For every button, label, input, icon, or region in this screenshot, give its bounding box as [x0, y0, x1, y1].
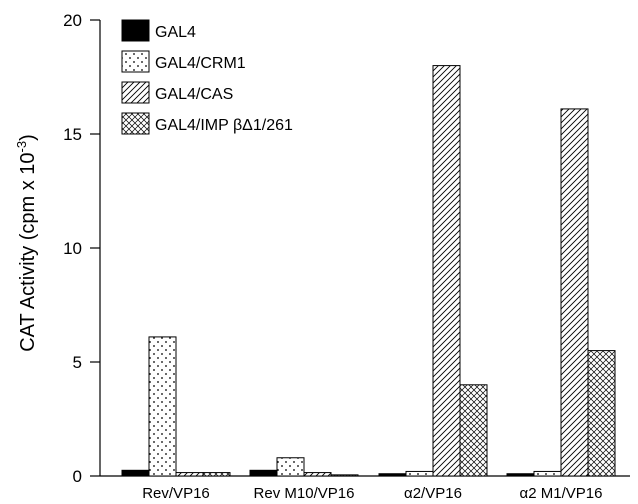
- x-tick-label: α2 M1/VP16: [520, 485, 603, 502]
- bar: [202, 472, 231, 477]
- legend-swatch: [121, 19, 150, 42]
- bar: [560, 108, 589, 477]
- y-tick-label: 20: [63, 11, 82, 30]
- bar: [249, 469, 278, 477]
- bar: [533, 470, 562, 477]
- legend-swatch: [121, 50, 150, 73]
- legend-swatch: [121, 112, 150, 135]
- legend-swatch: [121, 81, 150, 104]
- bar: [276, 457, 305, 477]
- bar: [459, 384, 488, 477]
- bar: [405, 470, 434, 477]
- y-axis-label: CAT Activity (cpm x 10-3): [14, 134, 39, 352]
- bar: [378, 473, 407, 477]
- x-tick-label: Rev/VP16: [142, 485, 210, 502]
- y-axis-label-main: CAT Activity (cpm x 10: [17, 152, 39, 351]
- y-axis-label-close: ): [17, 134, 39, 141]
- y-tick-label: 5: [73, 353, 82, 372]
- y-tick-label: 15: [63, 125, 82, 144]
- legend-label: GAL4/CAS: [155, 86, 233, 103]
- bar: [175, 472, 204, 477]
- bar: [506, 473, 535, 477]
- legend-label: GAL4: [155, 24, 196, 41]
- bar: [432, 65, 461, 477]
- bar: [121, 469, 150, 477]
- bar: [587, 350, 616, 477]
- legend: GAL4 GAL4/CRM1 GAL4/CAS GAL4/IMP βΔ1/261: [121, 19, 293, 135]
- bar: [303, 472, 332, 477]
- legend-label: GAL4/CRM1: [155, 55, 246, 72]
- legend-label: GAL4/IMP βΔ1/261: [155, 117, 293, 134]
- bars: Rev/VP16 Rev M10/VP16 α2/VP16 α2 M1/VP16: [121, 65, 616, 502]
- y-tick-label: 10: [63, 239, 82, 258]
- x-tick-label: Rev M10/VP16: [254, 485, 355, 502]
- bar: [148, 336, 177, 477]
- y-tick-label: 0: [73, 467, 82, 486]
- bar: [330, 474, 359, 477]
- x-tick-label: α2/VP16: [404, 485, 462, 502]
- y-axis-label-exponent: -3: [14, 141, 29, 153]
